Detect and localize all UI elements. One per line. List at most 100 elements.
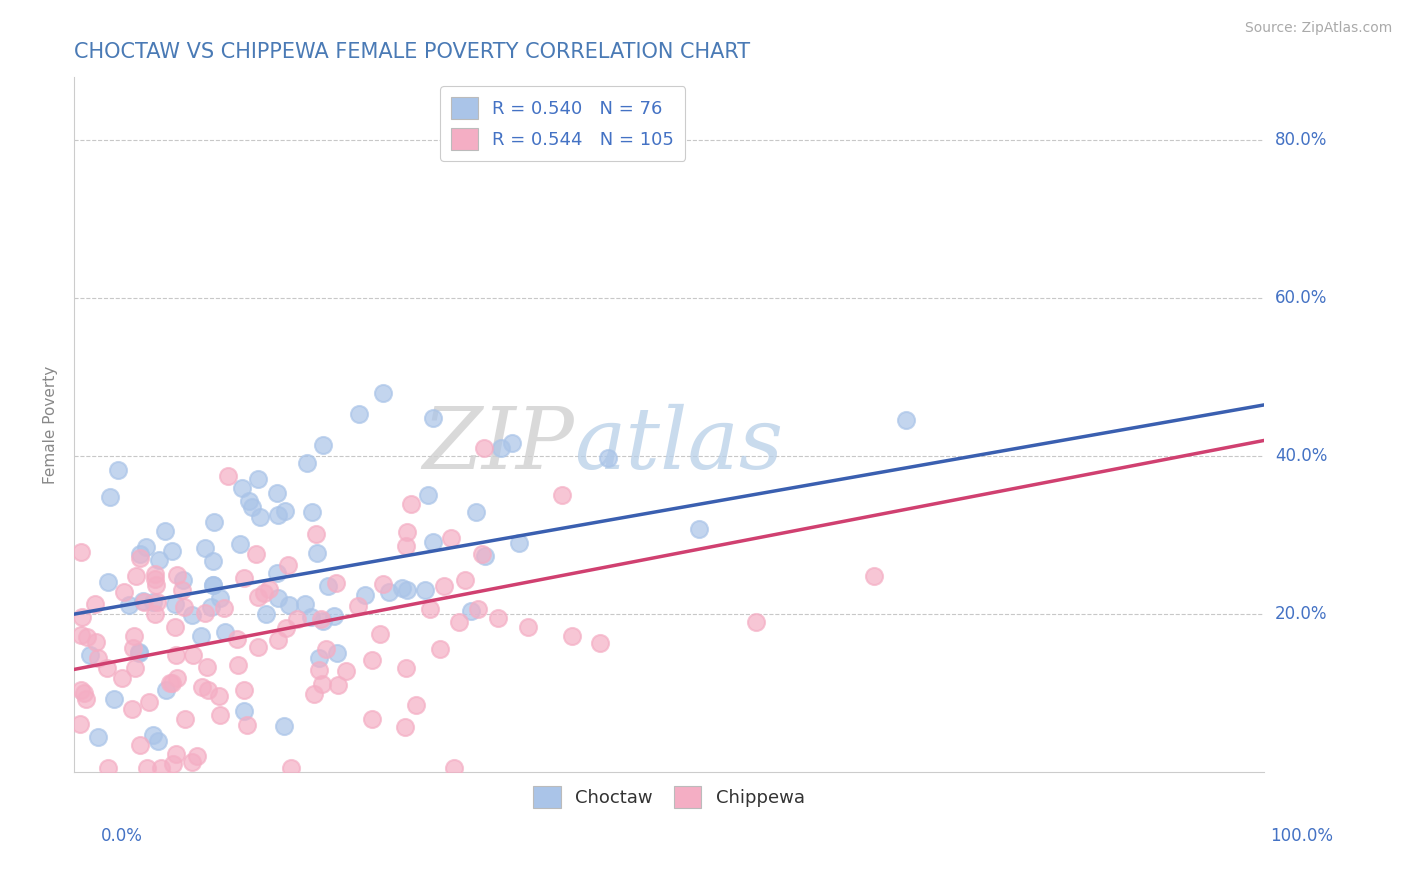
Point bbox=[165, 747, 187, 761]
Point bbox=[395, 661, 418, 675]
Point bbox=[280, 761, 302, 775]
Point bbox=[112, 585, 135, 599]
Point bbox=[302, 687, 325, 701]
Point bbox=[460, 604, 482, 618]
Point bbox=[598, 450, 620, 465]
Point bbox=[214, 624, 236, 639]
Point bbox=[128, 738, 150, 752]
Point bbox=[589, 635, 612, 649]
Point bbox=[84, 597, 107, 611]
Point bbox=[443, 761, 465, 775]
Point bbox=[315, 641, 337, 656]
Point bbox=[560, 629, 582, 643]
Point bbox=[266, 566, 288, 581]
Point bbox=[214, 600, 236, 615]
Point bbox=[107, 463, 129, 477]
Point bbox=[84, 634, 107, 648]
Point bbox=[267, 632, 290, 647]
Point bbox=[194, 606, 217, 620]
Point bbox=[142, 595, 165, 609]
Point bbox=[97, 761, 120, 775]
Point bbox=[202, 578, 225, 592]
Point bbox=[416, 488, 439, 502]
Point bbox=[361, 713, 384, 727]
Point bbox=[174, 712, 197, 726]
Point bbox=[79, 648, 101, 662]
Point bbox=[170, 582, 193, 597]
Point bbox=[368, 627, 391, 641]
Point bbox=[233, 682, 256, 697]
Point bbox=[391, 581, 413, 595]
Point bbox=[165, 597, 187, 611]
Point bbox=[166, 568, 188, 582]
Point bbox=[440, 531, 463, 545]
Point bbox=[202, 515, 225, 529]
Point bbox=[471, 547, 494, 561]
Point bbox=[323, 609, 346, 624]
Point bbox=[399, 497, 422, 511]
Point bbox=[266, 508, 288, 523]
Point bbox=[273, 719, 295, 733]
Point bbox=[405, 698, 427, 712]
Point bbox=[236, 717, 259, 731]
Text: atlas: atlas bbox=[574, 404, 783, 487]
Point bbox=[202, 578, 225, 592]
Point bbox=[354, 588, 377, 602]
Point bbox=[454, 573, 477, 587]
Point bbox=[395, 540, 418, 554]
Text: Source: ZipAtlas.com: Source: ZipAtlas.com bbox=[1244, 21, 1392, 35]
Point bbox=[232, 704, 254, 718]
Point bbox=[197, 682, 219, 697]
Point bbox=[396, 525, 419, 540]
Text: 60.0%: 60.0% bbox=[1275, 289, 1327, 308]
Point bbox=[159, 676, 181, 690]
Point bbox=[299, 610, 322, 624]
Point bbox=[745, 615, 768, 629]
Point bbox=[96, 660, 118, 674]
Point bbox=[148, 553, 170, 567]
Point bbox=[111, 671, 134, 685]
Point bbox=[238, 493, 260, 508]
Point bbox=[301, 505, 323, 519]
Point bbox=[132, 594, 155, 608]
Point bbox=[316, 579, 339, 593]
Point bbox=[305, 527, 328, 541]
Point bbox=[173, 600, 195, 615]
Point bbox=[246, 472, 269, 486]
Point bbox=[160, 676, 183, 690]
Point bbox=[180, 755, 202, 769]
Point bbox=[347, 407, 370, 421]
Point bbox=[326, 678, 349, 692]
Point bbox=[273, 504, 295, 518]
Point bbox=[257, 582, 280, 597]
Point bbox=[326, 646, 349, 660]
Point bbox=[254, 607, 277, 621]
Point bbox=[208, 689, 231, 703]
Point bbox=[121, 702, 143, 716]
Point bbox=[162, 544, 184, 558]
Point bbox=[297, 457, 319, 471]
Point bbox=[233, 571, 256, 585]
Point bbox=[128, 646, 150, 660]
Point bbox=[87, 731, 110, 745]
Text: 100.0%: 100.0% bbox=[1270, 827, 1333, 845]
Text: 20.0%: 20.0% bbox=[1275, 605, 1327, 624]
Point bbox=[371, 386, 394, 401]
Point bbox=[311, 677, 333, 691]
Point bbox=[308, 664, 330, 678]
Point bbox=[117, 598, 139, 612]
Point bbox=[135, 761, 157, 775]
Point bbox=[134, 594, 156, 608]
Point bbox=[394, 720, 416, 734]
Point bbox=[87, 650, 110, 665]
Point bbox=[688, 523, 710, 537]
Point bbox=[143, 572, 166, 586]
Point bbox=[73, 686, 96, 700]
Point bbox=[129, 551, 152, 566]
Point bbox=[474, 441, 496, 455]
Point bbox=[146, 595, 169, 609]
Point bbox=[312, 437, 335, 451]
Point bbox=[422, 535, 444, 549]
Point bbox=[129, 547, 152, 561]
Point bbox=[186, 748, 208, 763]
